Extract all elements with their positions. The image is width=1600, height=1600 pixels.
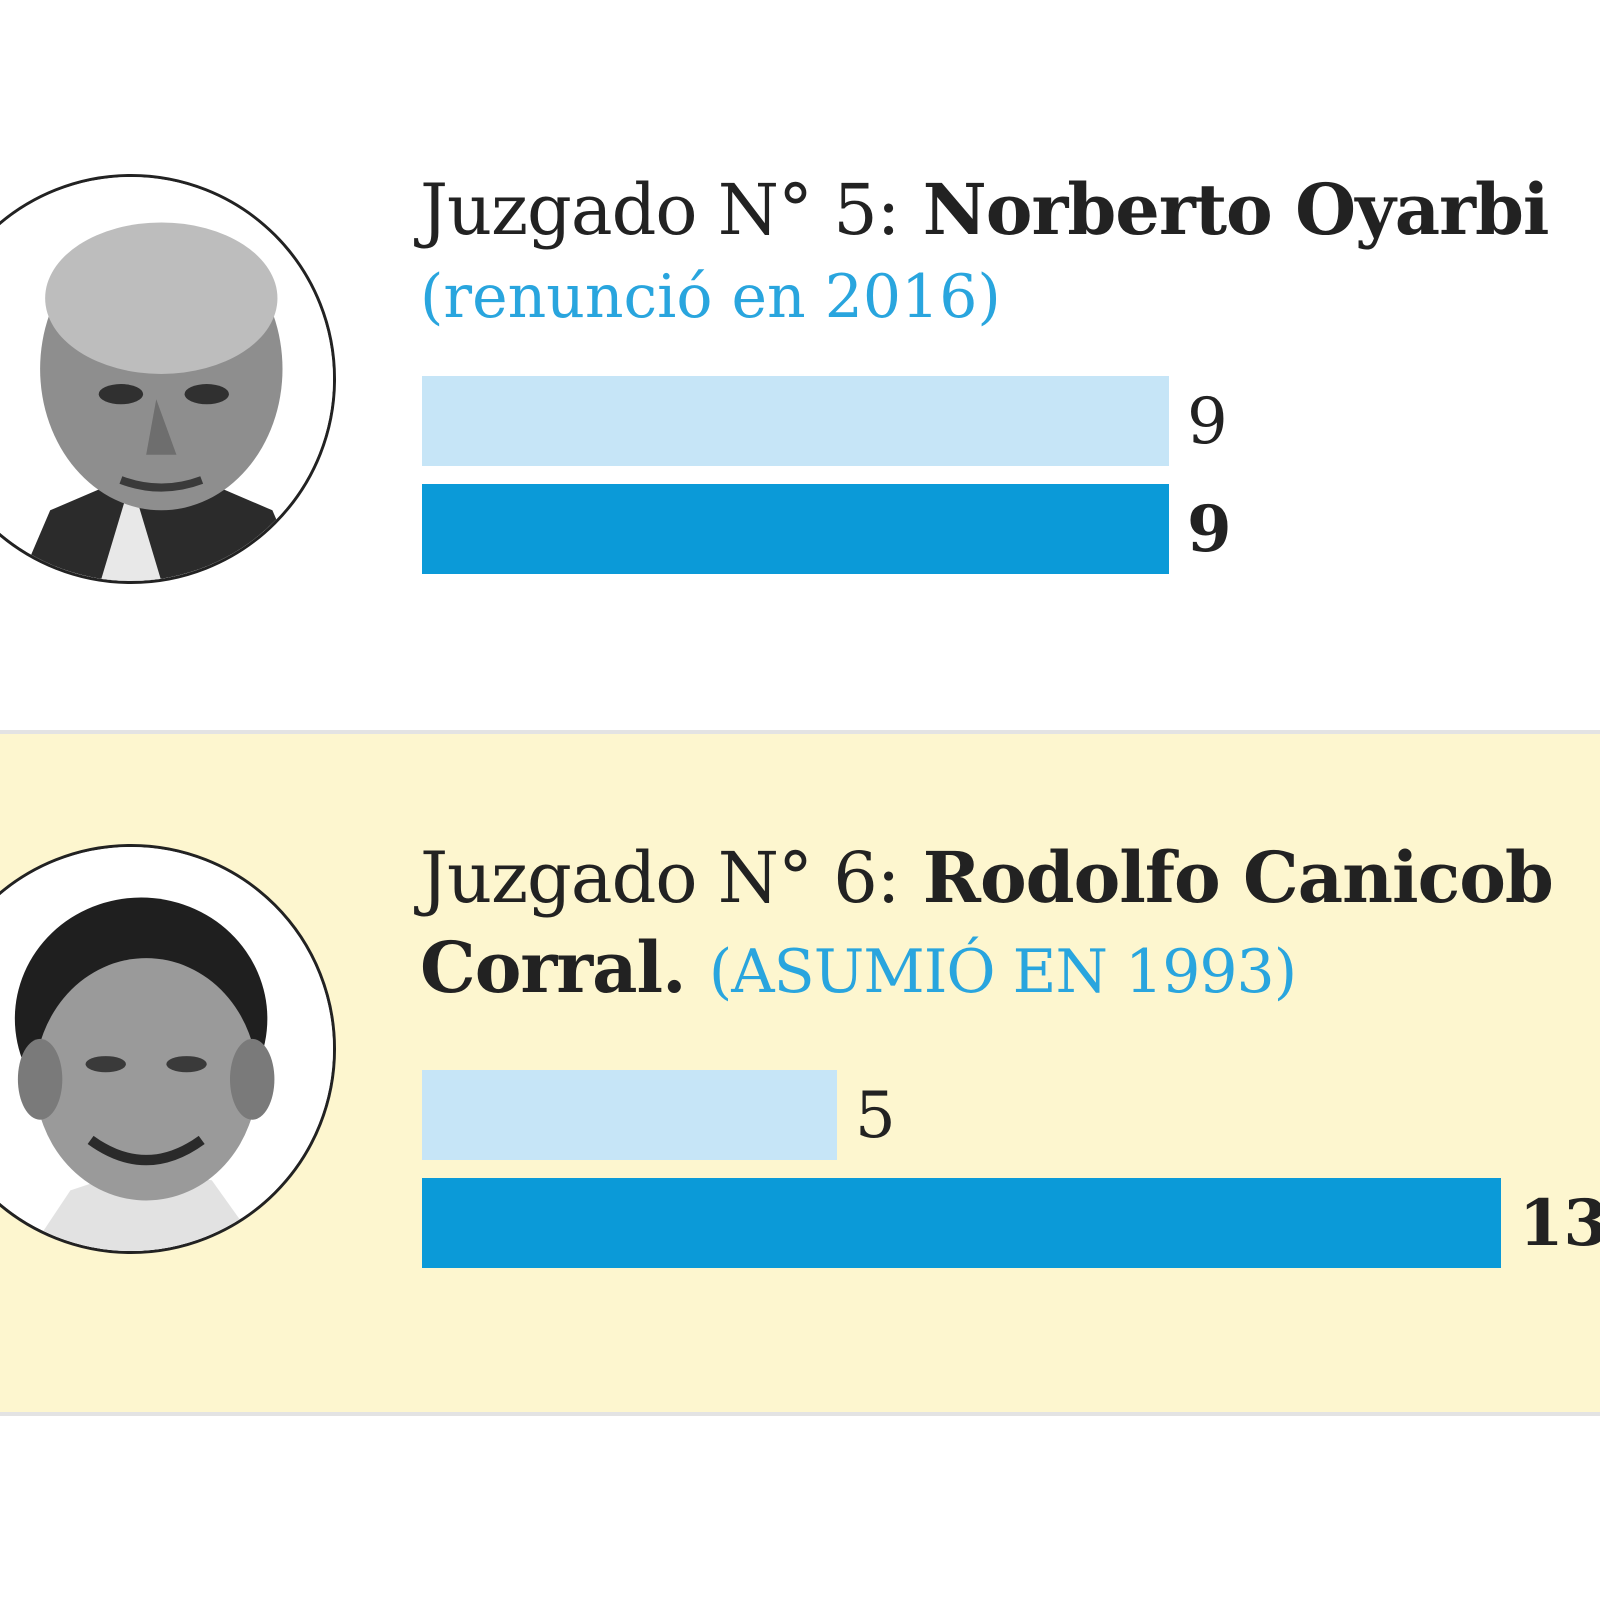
chart-panel-juzgado-6: Juzgado N° 6: Rodolfo Canicob Corral. (A…: [0, 730, 1600, 1416]
judge-name: Norberto Oyarbi: [922, 168, 1550, 251]
bar-previous: [422, 1070, 837, 1160]
bar-value-label-previous: 9: [1187, 385, 1228, 459]
judge-name-continued: Corral.: [420, 926, 686, 1009]
bar-current: [422, 484, 1169, 574]
court-label: Juzgado N° 5:: [420, 169, 900, 251]
chart-panel-juzgado-5: Juzgado N° 5: Norberto Oyarbi (renunció …: [0, 0, 1600, 730]
bar-value-label-previous: 5: [855, 1079, 896, 1153]
judge-portrait-photo: [0, 844, 336, 1254]
portrait-illustration: [0, 847, 333, 1251]
bar-current: [422, 1178, 1501, 1268]
judge-name: Rodolfo Canicob: [922, 836, 1554, 919]
portrait-illustration: [0, 177, 333, 581]
judge-portrait-photo: [0, 174, 336, 584]
tenure-note: (renunció en 2016): [420, 262, 1001, 332]
section-heading: Juzgado N° 6: Rodolfo Canicob: [420, 836, 1554, 920]
bar-chart-juzgado-6: 5 13: [422, 1070, 1600, 1268]
bar-value-label-current: 9: [1187, 492, 1232, 567]
bar-previous: [422, 376, 1169, 466]
section-heading: Juzgado N° 5: Norberto Oyarbi: [420, 168, 1550, 252]
tenure-note: (ASUMIÓ EN 1993): [708, 937, 1297, 1007]
section-heading-line2: Corral. (ASUMIÓ EN 1993): [420, 926, 1297, 1014]
bar-value-label-current: 13: [1519, 1186, 1600, 1261]
court-label: Juzgado N° 6:: [420, 837, 900, 919]
bar-chart-juzgado-5: 99: [422, 376, 1232, 574]
